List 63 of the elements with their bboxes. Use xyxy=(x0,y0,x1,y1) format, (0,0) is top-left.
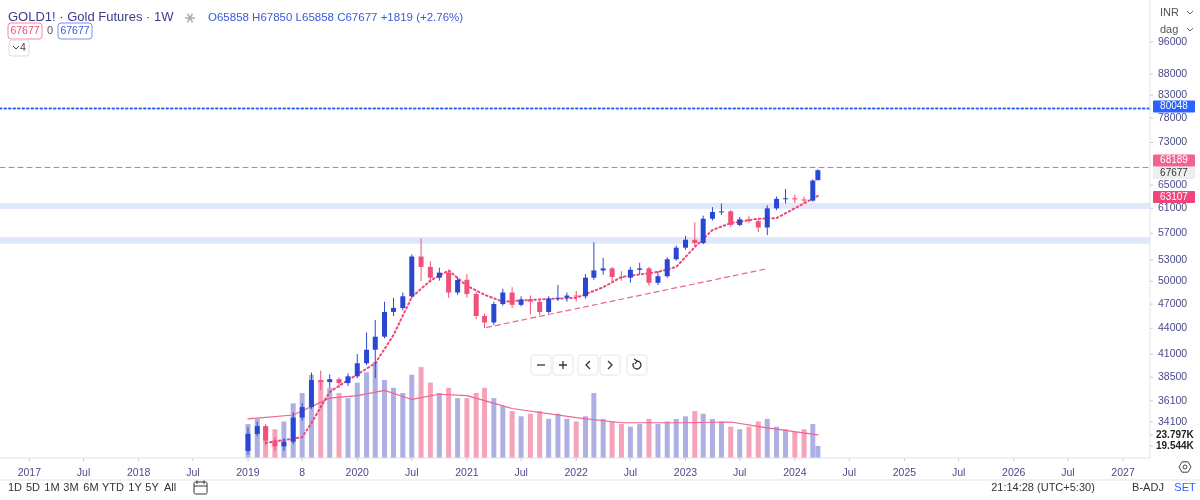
y-tick-label: 41000 xyxy=(1158,346,1188,359)
y-tick-label: 38500 xyxy=(1158,370,1188,383)
text: INR xyxy=(1160,5,1179,18)
y-tick-label: 34100 xyxy=(1158,414,1188,427)
annotation: 67677 xyxy=(60,23,90,36)
x-tick-label: Jul xyxy=(951,465,966,478)
text: GOLD1! · Gold Futures · 1W xyxy=(8,9,175,25)
y-tick-label: 57000 xyxy=(1158,226,1188,239)
x-tick-label: 2020 xyxy=(345,465,370,478)
text: 5D xyxy=(25,480,41,493)
x-tick-label: 8 xyxy=(299,465,306,478)
text: dag xyxy=(1160,22,1179,35)
text: 1M xyxy=(44,480,60,493)
y2-tick-label: 19.544K xyxy=(1156,439,1195,451)
text: YTD xyxy=(102,480,125,493)
x-tick-label: Jul xyxy=(405,465,419,478)
x-tick-label: Jul xyxy=(623,465,638,478)
y2-tick-label: 23.797K xyxy=(1156,428,1195,440)
annotation: 0 xyxy=(46,23,54,36)
x-tick-label: 2022 xyxy=(564,465,589,478)
text: 3M xyxy=(63,480,79,493)
x-tick-label: 2027 xyxy=(1111,465,1135,478)
y-tick-label: 44000 xyxy=(1158,321,1188,334)
y-tick-label: 88000 xyxy=(1158,66,1188,79)
x-tick-label: Jul xyxy=(186,465,200,478)
text: SET xyxy=(1174,480,1196,493)
y-tick-label: 83000 xyxy=(1158,88,1188,101)
text: 5Y xyxy=(145,480,160,493)
y-tick-label: 53000 xyxy=(1158,252,1188,265)
y-tick-label: 36100 xyxy=(1158,393,1188,406)
text: O65858 H67850 L65858 C67677 +1819 (+2.76%) xyxy=(208,11,464,24)
y-tick-label: 73000 xyxy=(1158,135,1188,148)
y-tick-label: 65000 xyxy=(1158,177,1188,190)
text: 1D xyxy=(7,480,23,493)
text: 63107 xyxy=(1160,190,1189,202)
y-tick-label: 96000 xyxy=(1158,34,1188,47)
x-tick-label: Jul xyxy=(514,465,528,478)
x-tick-label: 2018 xyxy=(126,465,151,478)
y-tick-label: 50000 xyxy=(1158,274,1188,287)
x-tick-label: 2021 xyxy=(455,465,479,478)
annotation: 4 xyxy=(20,40,27,53)
x-tick-label: 2026 xyxy=(1002,465,1026,478)
text: B-ADJ xyxy=(1132,480,1164,493)
y-tick-label: 61000 xyxy=(1158,201,1188,214)
ref-line-label: 80048 xyxy=(1160,100,1189,112)
x-tick-label: Jul xyxy=(842,465,857,478)
x-tick-label: 2023 xyxy=(673,465,698,478)
x-tick-label: 2024 xyxy=(783,465,807,478)
text: 21:14:28 (UTC+5:30) xyxy=(991,480,1095,493)
x-tick-label: Jul xyxy=(1061,465,1075,478)
text: All xyxy=(163,480,177,493)
x-tick-label: Jul xyxy=(732,465,747,478)
text: 1Y xyxy=(128,480,143,493)
ref-line-label: 68189 xyxy=(1160,154,1189,166)
text: 6M xyxy=(83,480,99,493)
x-tick-label: 2017 xyxy=(17,465,42,478)
annotation: 67677 xyxy=(10,23,40,36)
text: 67677 xyxy=(1160,166,1189,178)
x-tick-label: 2019 xyxy=(236,465,260,478)
y-tick-label: 47000 xyxy=(1158,296,1188,309)
x-tick-label: 2025 xyxy=(892,465,917,478)
y-tick-label: 78000 xyxy=(1158,110,1188,123)
x-tick-label: Jul xyxy=(76,465,91,478)
